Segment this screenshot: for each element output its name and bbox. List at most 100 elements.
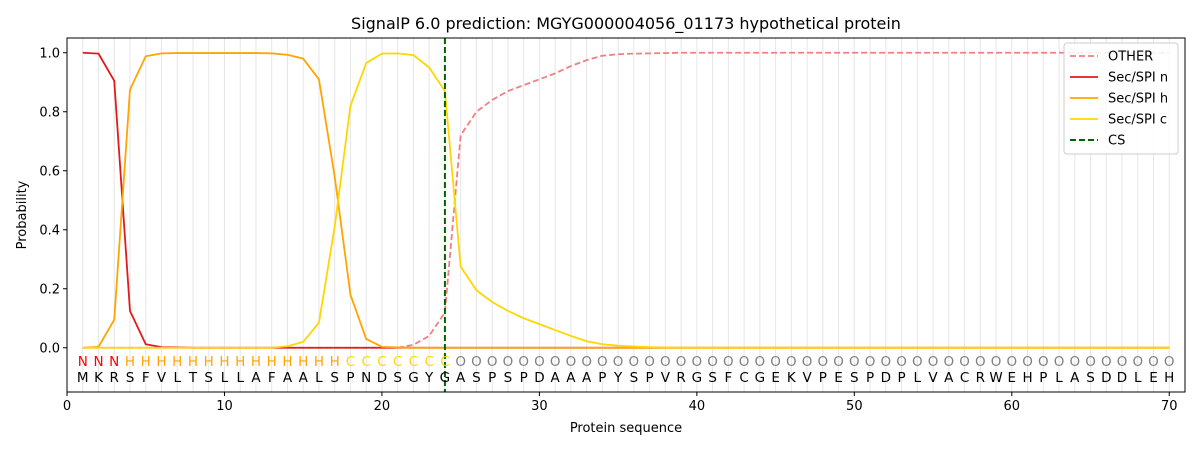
region-label: O [880, 354, 891, 370]
region-label: O [660, 354, 671, 370]
residue-letter: S [630, 370, 639, 386]
residue-letter: R [976, 370, 985, 386]
region-label: O [1148, 354, 1159, 370]
residue-letter: V [928, 370, 938, 386]
region-label: H [188, 354, 198, 370]
grid-lines [82, 38, 1170, 392]
region-label: H [125, 354, 135, 370]
residue-letter: G [408, 370, 418, 386]
residue-letter: A [1070, 370, 1080, 386]
region-label: C [440, 354, 449, 370]
region-label: O [943, 354, 954, 370]
region-label: O [518, 354, 529, 370]
region-label: O [770, 354, 781, 370]
y-tick-label: 0.4 [39, 223, 60, 238]
region-label: H [204, 354, 214, 370]
x-axis: 0 10 20 30 40 50 60 70 [63, 392, 1178, 414]
region-label: O [1132, 354, 1143, 370]
residue-letter: D [1101, 370, 1111, 386]
residue-letter: Y [613, 370, 623, 386]
residue-letter: A [251, 370, 261, 386]
region-label: O [455, 354, 466, 370]
region-label: O [959, 354, 970, 370]
residue-letter: H [1022, 370, 1032, 386]
legend-label: Sec/SPI n [1108, 71, 1168, 86]
region-label: H [235, 354, 245, 370]
region-label: H [251, 354, 261, 370]
residue-letter: H [1164, 370, 1174, 386]
series-line-sec-spi-c [82, 52, 1170, 349]
residue-letter: E [1149, 370, 1158, 386]
region-label: H [141, 354, 151, 370]
region-label: O [613, 354, 624, 370]
residue-letter: A [566, 370, 576, 386]
residue-letter: S [330, 370, 339, 386]
residue-letter: L [1055, 370, 1063, 386]
region-label: O [707, 354, 718, 370]
region-label: O [865, 354, 876, 370]
region-label: O [1038, 354, 1049, 370]
residue-letter: E [771, 370, 780, 386]
region-label: O [1101, 354, 1112, 370]
x-tick-label: 0 [63, 399, 71, 414]
region-label: O [975, 354, 986, 370]
series-line-sec-spi-h [82, 52, 1170, 349]
x-tick-label: 60 [1004, 399, 1021, 414]
residue-letter: A [944, 370, 954, 386]
series-line-other [82, 51, 1170, 349]
x-tick-label: 20 [374, 399, 391, 414]
x-tick-label: 40 [689, 399, 706, 414]
residue-letter: S [850, 370, 859, 386]
region-label: O [755, 354, 766, 370]
legend: OTHER Sec/SPI n Sec/SPI h Sec/SPI c CS [1063, 42, 1179, 155]
residue-letter: L [914, 370, 922, 386]
region-label: O [928, 354, 939, 370]
residue-letter: A [551, 370, 561, 386]
residue-letter: A [582, 370, 592, 386]
region-label: O [1054, 354, 1065, 370]
residue-letter: D [1117, 370, 1127, 386]
residue-letter: V [661, 370, 671, 386]
region-label: O [676, 354, 687, 370]
region-label: O [597, 354, 608, 370]
y-tick-label: 0.0 [39, 341, 60, 356]
region-label: H [219, 354, 229, 370]
region-label: O [802, 354, 813, 370]
residue-letter: C [739, 370, 748, 386]
residue-letter: E [834, 370, 843, 386]
residue-letter: D [377, 370, 387, 386]
residue-letter: P [520, 370, 528, 386]
residue-letter: G [755, 370, 765, 386]
region-label: C [424, 354, 433, 370]
region-label: O [739, 354, 750, 370]
residue-letter: P [1039, 370, 1047, 386]
region-label: O [1085, 354, 1096, 370]
legend-label: OTHER [1108, 50, 1153, 65]
residue-letter: F [268, 370, 276, 386]
residue-letter: C [960, 370, 969, 386]
region-label: O [849, 354, 860, 370]
region-label: C [393, 354, 402, 370]
residue-letter: P [897, 370, 905, 386]
region-label: N [78, 354, 88, 370]
region-label: N [93, 354, 103, 370]
plot-frame [66, 37, 1186, 393]
residue-letter: P [346, 370, 354, 386]
residue-letter: L [173, 370, 181, 386]
region-label: H [156, 354, 166, 370]
residue-letter: A [456, 370, 466, 386]
residue-letter: F [142, 370, 150, 386]
residue-letter: V [157, 370, 167, 386]
residue-letter: S [126, 370, 135, 386]
residue-letter: D [881, 370, 891, 386]
residue-letter: M [77, 370, 89, 386]
residue-letter: T [188, 370, 198, 386]
region-label: O [786, 354, 797, 370]
residue-letter: E [1008, 370, 1017, 386]
region-label: O [534, 354, 545, 370]
residue-letter: S [504, 370, 513, 386]
residue-letter: S [204, 370, 213, 386]
residue-letter: P [488, 370, 496, 386]
residue-letter: V [802, 370, 812, 386]
